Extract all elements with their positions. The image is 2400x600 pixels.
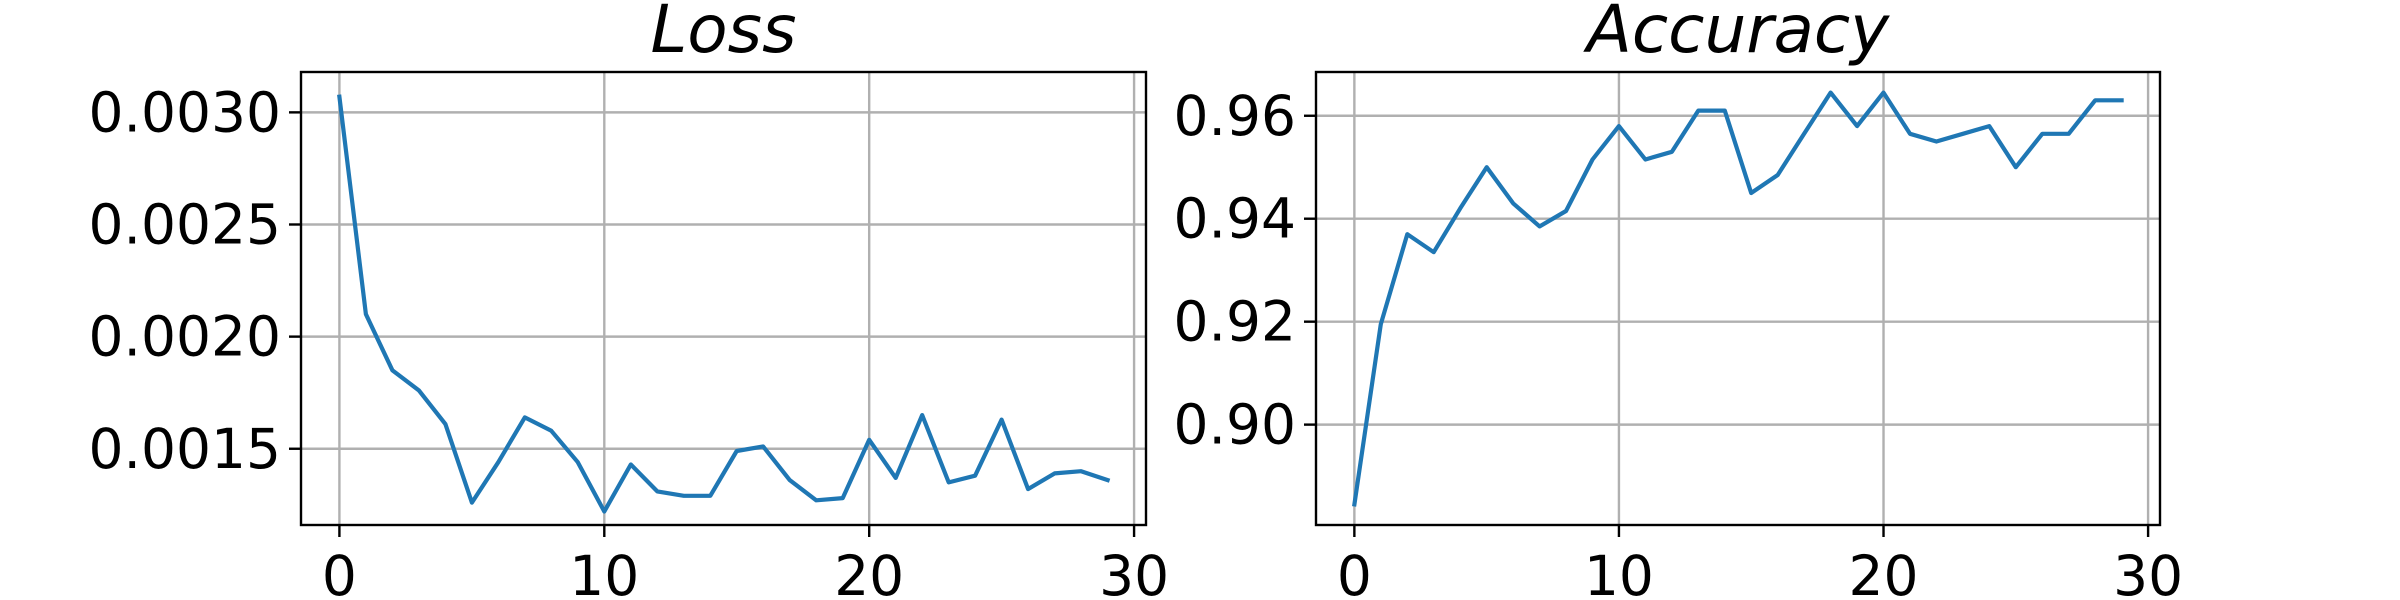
loss-y-tick-label: 0.0030 [89,80,281,144]
accuracy-x-tick-label: 30 [2113,544,2183,600]
loss-axes-frame [299,70,1148,527]
accuracy-axes: 0 10 20 30 0.90 0.92 0.94 0.96 Accuracy [1174,0,2184,600]
accuracy-y-tick-label: 0.94 [1174,187,1296,251]
loss-grid [301,72,1146,525]
loss-axes: 0 10 20 30 0.0015 0.0020 0.0025 0.0030 Loss [89,0,1170,600]
accuracy-series [1352,90,2124,507]
loss-y-tick-label: 0.0025 [89,192,281,256]
accuracy-x-tick-label: 20 [1849,544,1919,600]
loss-ticks: 0 10 20 30 0.0015 0.0020 0.0025 0.0030 [89,80,1170,600]
loss-y-tick-label: 0.0020 [89,305,281,369]
accuracy-axes-frame [1314,70,2162,527]
accuracy-x-tick-label: 10 [1584,544,1654,600]
loss-chart-title: Loss [651,0,797,68]
accuracy-ticks: 0 10 20 30 0.90 0.92 0.94 0.96 [1174,84,2184,600]
loss-series-line [337,94,1111,514]
accuracy-grid [1316,72,2160,525]
accuracy-x-tick-label: 0 [1337,544,1372,600]
loss-x-tick-label: 20 [834,544,904,600]
accuracy-chart-title: Accuracy [1583,0,1890,68]
loss-x-tick-label: 10 [569,544,639,600]
loss-y-tick-label: 0.0015 [89,417,281,481]
accuracy-series-line [1352,90,2124,507]
loss-series [337,94,1111,514]
loss-x-tick-label: 30 [1099,544,1169,600]
accuracy-y-tick-label: 0.92 [1174,290,1296,354]
accuracy-y-tick-label: 0.96 [1174,84,1296,148]
accuracy-y-tick-label: 0.90 [1174,393,1296,457]
loss-x-tick-label: 0 [322,544,357,600]
